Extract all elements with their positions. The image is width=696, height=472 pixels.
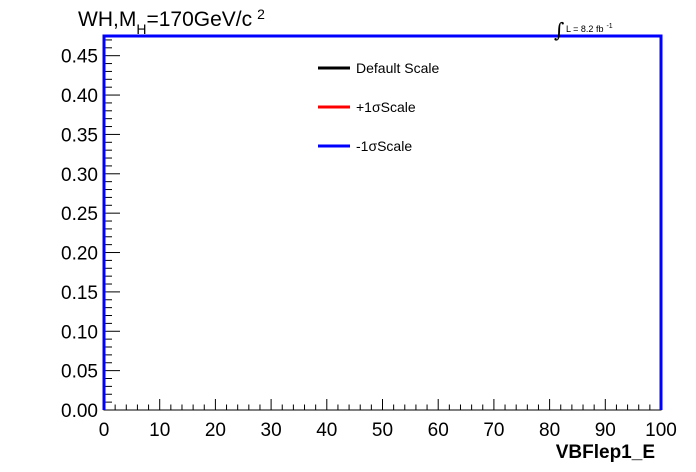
x-tick-label: 50 <box>372 420 393 441</box>
x-tick-label: 60 <box>428 420 449 441</box>
y-tick-label: 0.45 <box>61 47 98 68</box>
title-subscript: H <box>136 21 146 37</box>
luminosity-label: ∫ L = 8.2 fb -1 <box>554 18 613 42</box>
integral-icon: ∫ <box>554 18 564 42</box>
title-rest: =170GeV/c <box>146 8 252 31</box>
x-tick-label: 70 <box>483 420 504 441</box>
y-tick-label: 0.15 <box>61 283 98 304</box>
series-line-0 <box>102 34 663 410</box>
x-tick-label: 80 <box>539 420 560 441</box>
luminosity-superscript: -1 <box>606 23 612 30</box>
y-tick-label: 0.30 <box>61 165 98 186</box>
series-line-1 <box>102 34 663 410</box>
x-axis-label: VBFlep1_E <box>556 442 655 463</box>
x-tick-label: 30 <box>261 420 282 441</box>
series-line-2 <box>102 34 663 410</box>
x-tick-label: 20 <box>205 420 226 441</box>
plot-frame <box>103 35 662 411</box>
x-axis: 0 10 20 30 40 50 60 70 80 90 100 <box>99 399 677 441</box>
legend: Default Scale +1σScale -1σScale <box>318 60 439 154</box>
y-tick-label: 0.20 <box>61 244 98 265</box>
y-tick-label: 0.00 <box>61 401 98 422</box>
title-superscript: 2 <box>257 6 265 22</box>
y-tick-label: 0.05 <box>61 362 98 383</box>
luminosity-text: L = 8.2 fb <box>566 24 603 34</box>
legend-label: Default Scale <box>356 60 439 76</box>
legend-label: -1σScale <box>356 138 412 154</box>
svg-text:L = 8.2 fb-1: L = 8.2 fb -1 <box>566 23 613 34</box>
x-tick-label: 100 <box>645 420 677 441</box>
y-tick-label: 0.25 <box>61 204 98 225</box>
y-axis: 0.00 0.05 0.10 0.15 0.20 0.25 0.30 0.35 0.40 0.45 <box>61 39 120 422</box>
x-tick-label: 0 <box>99 420 110 441</box>
chart-title: WH,MH=170GeV/c 2 <box>78 6 265 37</box>
y-tick-label: 0.10 <box>61 322 98 343</box>
y-tick-label: 0.35 <box>61 125 98 146</box>
x-tick-label: 10 <box>149 420 170 441</box>
x-tick-label: 90 <box>595 420 616 441</box>
title-main: WH,M <box>78 8 136 31</box>
x-tick-label: 40 <box>316 420 337 441</box>
svg-text:WH,MH=170GeV/c2: WH,MH=170GeV/c 2 <box>78 6 265 37</box>
legend-label: +1σScale <box>356 99 416 115</box>
y-tick-label: 0.40 <box>61 86 98 107</box>
series-layer <box>102 34 663 410</box>
